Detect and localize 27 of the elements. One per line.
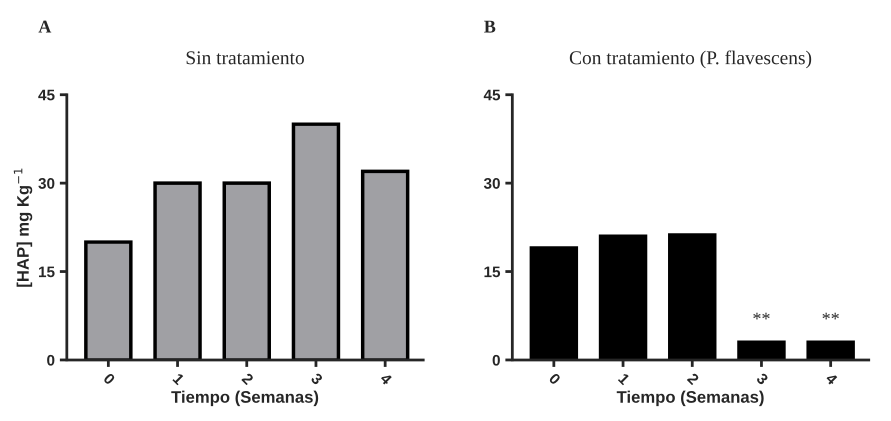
y-tick-label: 30 [484,178,500,189]
y-tick-label: 0 [47,354,54,366]
y-tick-label: 0 [492,354,500,366]
text: A [38,20,52,33]
chart-title: Sin tratamiento [186,51,304,64]
text: B [484,20,496,33]
x-tick-label: 1 [618,372,630,386]
x-axis-title: Tiempo (Semanas) [171,390,318,406]
x-tick-label: 1 [172,372,185,386]
annotation: ** [822,312,839,320]
y-tick-label: 45 [484,90,500,100]
y-tick-label: 45 [38,90,55,100]
x-tick-label: 3 [756,372,769,386]
y-axis-title: [HAP] mg Kg$^{−1}$ [14,168,32,287]
y-tick-label: 15 [38,266,55,278]
x-tick-label: 4 [380,372,393,386]
annotation: ** [753,312,770,320]
chart-title: Con tratamiento (P. flavescens) [570,50,812,68]
x-tick-label: 2 [241,372,254,386]
x-tick-label: 0 [548,372,562,386]
x-tick-label: 3 [310,372,324,386]
x-tick-label: 0 [102,372,116,386]
y-tick-label: 30 [38,178,54,189]
x-tick-label: 2 [686,372,700,386]
x-tick-label: 4 [825,372,838,386]
y-tick-label: 15 [484,266,500,278]
x-axis-title: Tiempo (Semanas) [616,390,764,406]
